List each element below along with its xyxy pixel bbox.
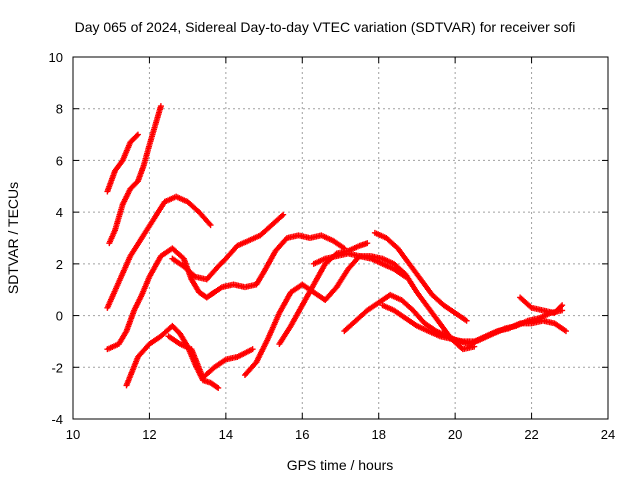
y-tick-label: -2 (51, 360, 63, 375)
series-arc-2 (106, 103, 164, 247)
series-arc-6 (169, 211, 287, 283)
data-point (463, 317, 470, 324)
data-point (562, 328, 569, 335)
plot-frame (72, 56, 609, 420)
series-arc-12 (371, 229, 470, 324)
x-tick-label: 24 (601, 427, 615, 442)
data-points (104, 103, 569, 391)
grid-lines (73, 57, 608, 419)
x-tick-label: 18 (371, 427, 385, 442)
data-point (213, 384, 220, 391)
y-tick-label: 4 (56, 205, 63, 220)
x-tick-label: 20 (448, 427, 462, 442)
data-point (134, 131, 141, 138)
y-tick-label: 8 (56, 102, 63, 117)
data-point (402, 273, 409, 280)
data-point (206, 220, 213, 227)
series-arc-4 (104, 245, 218, 353)
data-point (249, 346, 256, 353)
y-tick-label: 6 (56, 153, 63, 168)
series-arc-3 (104, 193, 214, 311)
series-arc-7 (207, 232, 348, 298)
x-axis-label: GPS time / hours (287, 457, 394, 473)
chart-title: Day 065 of 2024, Sidereal Day-to-day VTE… (75, 19, 576, 35)
data-point (215, 384, 222, 391)
series-arc-13 (310, 250, 409, 280)
x-tick-label: 12 (142, 427, 156, 442)
x-tick-label: 10 (66, 427, 80, 442)
series-arc-8 (165, 333, 256, 381)
x-tick-label: 22 (524, 427, 538, 442)
x-tick-label: 16 (295, 427, 309, 442)
y-tick-label: 10 (49, 50, 63, 65)
y-axis-label: SDTVAR / TECUs (5, 182, 21, 294)
x-tick-label: 14 (219, 427, 233, 442)
y-tick-label: 2 (56, 257, 63, 272)
data-point (558, 303, 565, 310)
data-point (280, 211, 287, 218)
y-tick-label: 0 (56, 309, 63, 324)
y-tick-label: -4 (51, 412, 63, 427)
data-point (364, 240, 371, 247)
data-point (278, 212, 285, 219)
series-arc-5 (123, 322, 222, 391)
data-point (559, 302, 566, 309)
series-arc-9 (241, 253, 478, 379)
data-point (133, 132, 140, 139)
data-point (157, 103, 164, 110)
series-arc-15 (517, 294, 566, 316)
series-arc-14 (379, 302, 569, 345)
series-arc-1 (104, 131, 141, 195)
data-point (207, 222, 214, 229)
